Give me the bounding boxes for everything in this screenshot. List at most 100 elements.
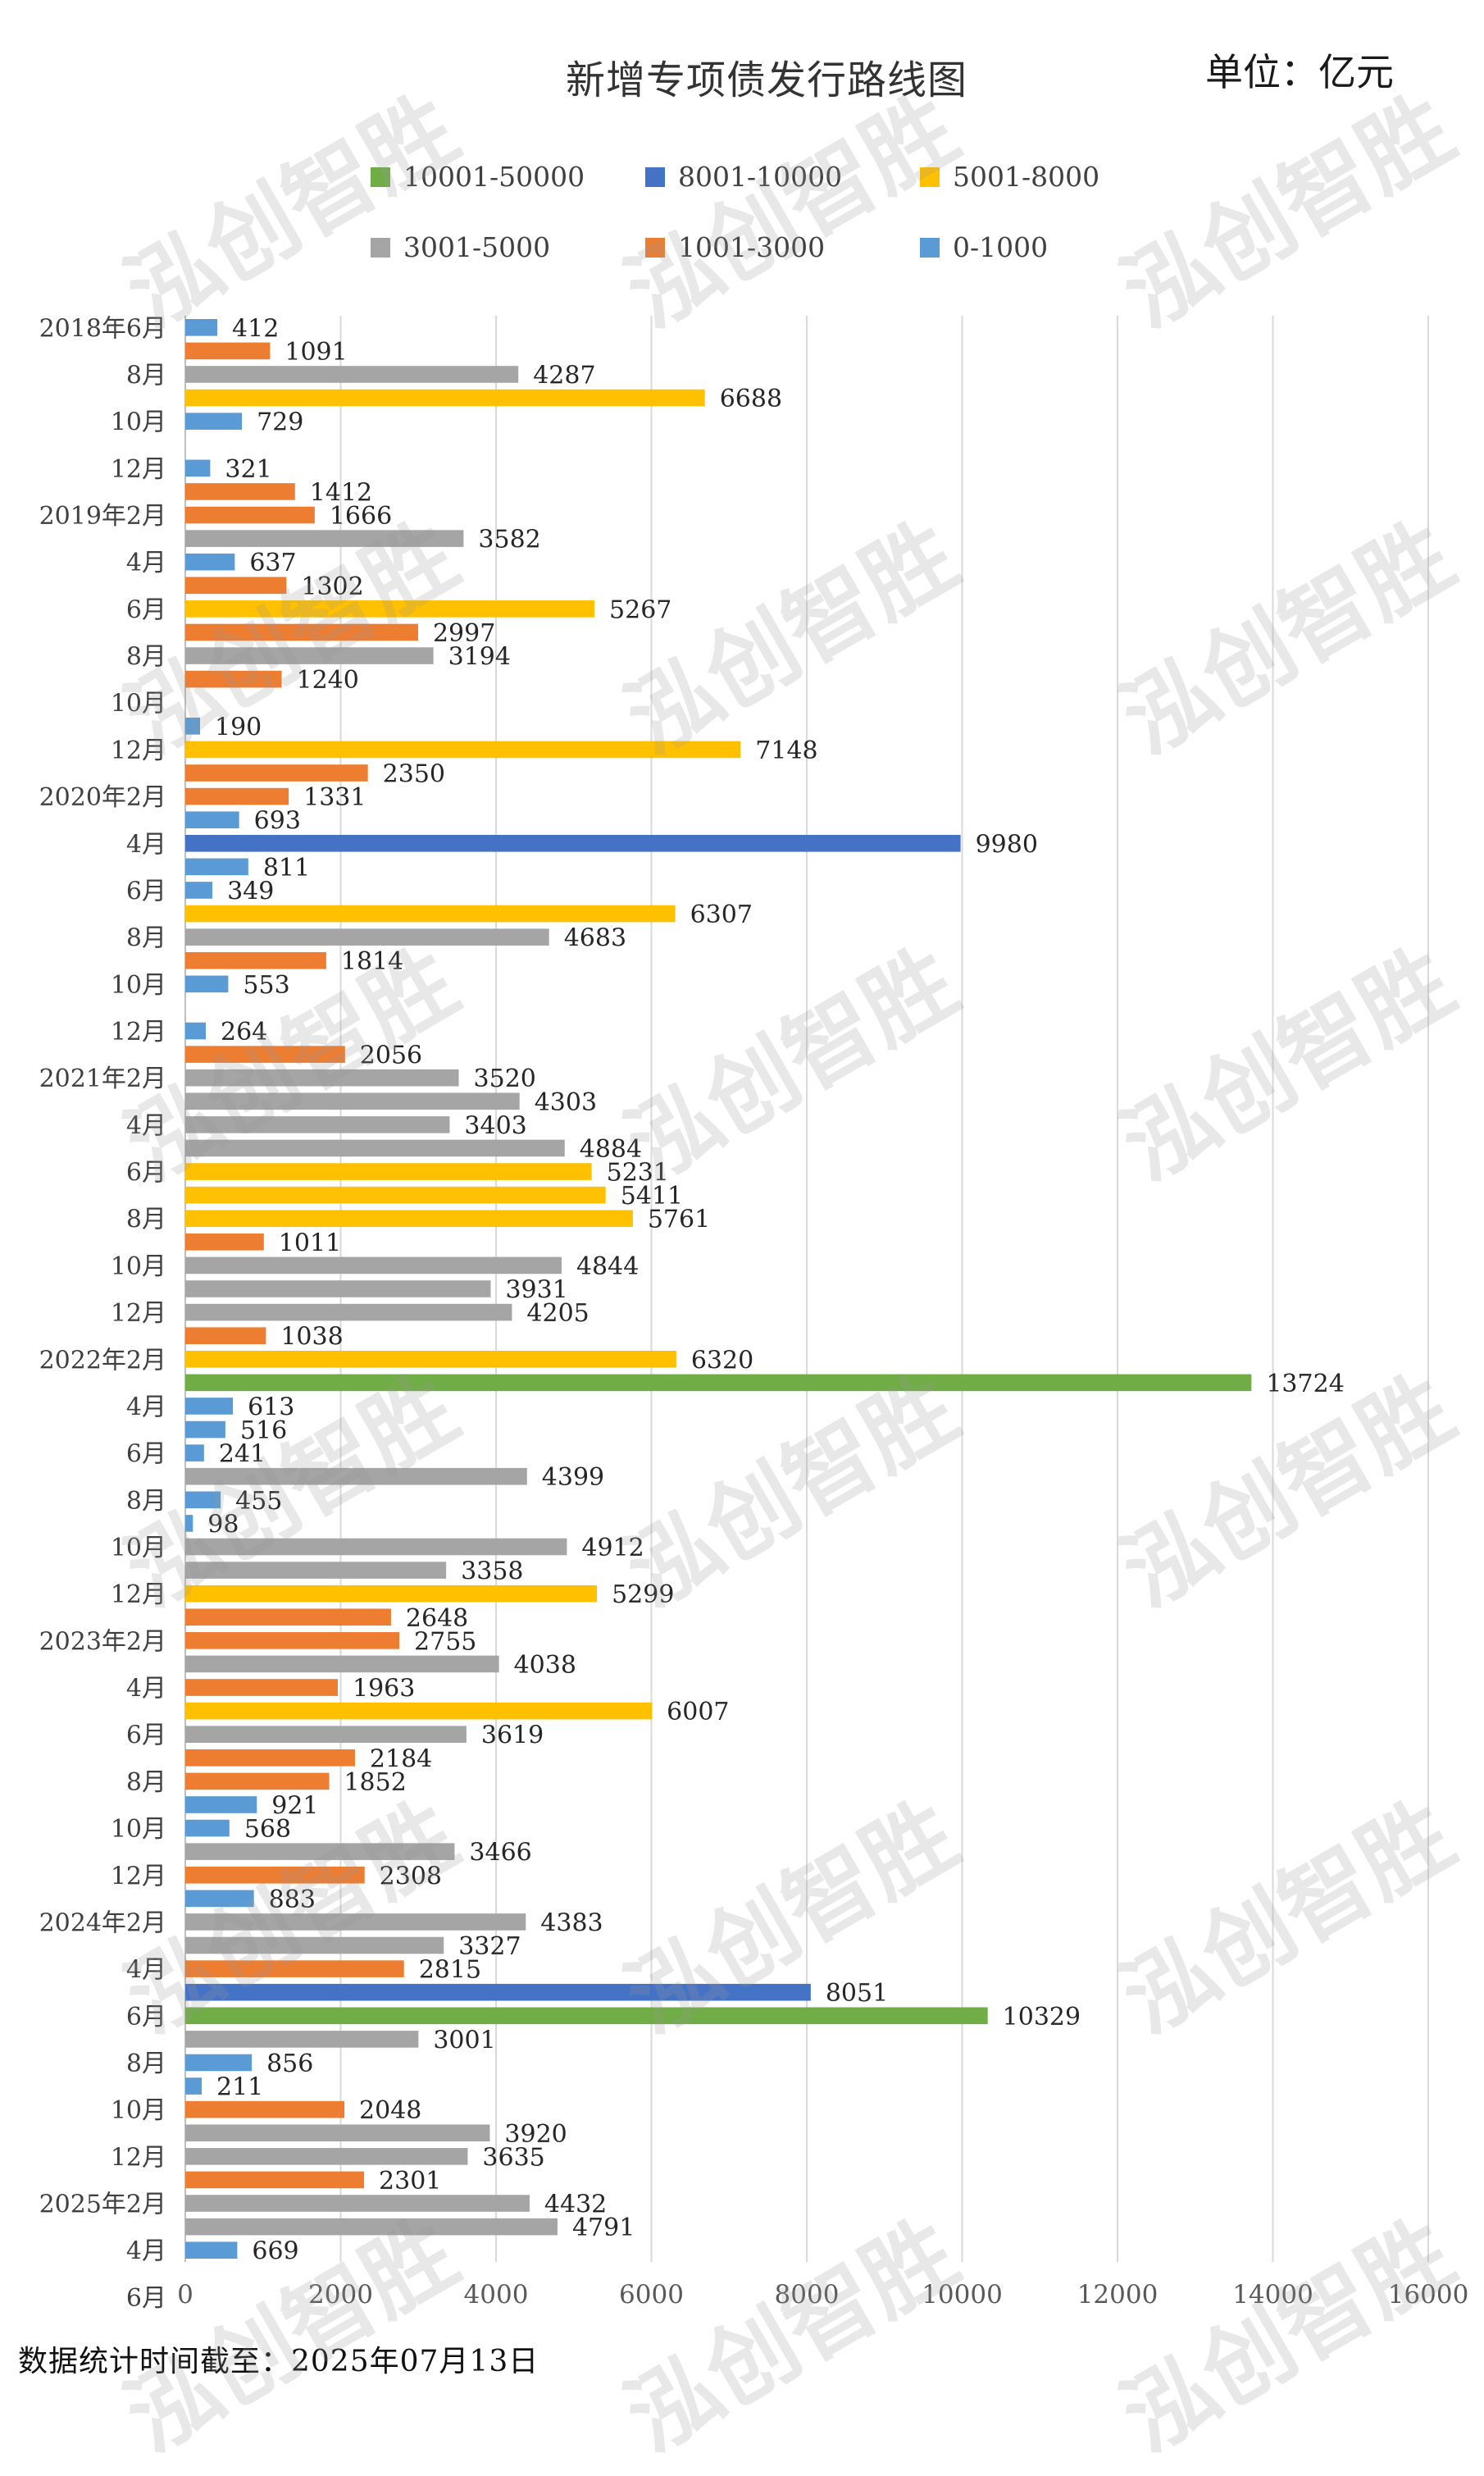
data-label: 455 — [235, 1487, 282, 1516]
data-label: 3582 — [478, 526, 540, 554]
y-tick-label: 8月 — [126, 924, 166, 953]
y-tick-label: 4月 — [126, 830, 166, 859]
y-tick-label: 4月 — [126, 2237, 166, 2266]
y-tick-label: 6月 — [126, 877, 166, 905]
bar — [185, 2007, 988, 2025]
bar — [185, 2195, 530, 2212]
y-tick-label: 10月 — [111, 971, 166, 1000]
data-label: 6307 — [690, 901, 753, 929]
bar — [185, 413, 243, 430]
data-label: 8051 — [826, 1979, 888, 2008]
data-label: 6320 — [691, 1346, 753, 1375]
bar — [185, 1796, 257, 1813]
legend-item-8001-10000: 8001-10000 — [645, 161, 842, 193]
bar — [185, 1256, 562, 1274]
footnote: 数据统计时间截至：2025年07月13日 — [18, 2345, 539, 2378]
bar — [185, 1420, 225, 1439]
bar — [185, 718, 201, 735]
legend-item-1001-3000: 1001-3000 — [645, 231, 825, 263]
y-tick-label: 10月 — [111, 690, 166, 718]
data-label: 811 — [263, 854, 310, 882]
bar — [185, 2100, 345, 2118]
data-label: 7148 — [755, 736, 817, 765]
y-tick-label: 2024年2月 — [39, 1908, 166, 1937]
x-tick-label: 4000 — [464, 2280, 529, 2310]
bar — [185, 1608, 391, 1626]
data-label: 1412 — [310, 478, 372, 507]
bar — [185, 1538, 567, 1556]
chart-title: 新增专项债发行路线图 — [566, 57, 968, 103]
y-tick-label: 4月 — [126, 1956, 166, 1985]
bar — [185, 2171, 365, 2189]
data-label: 1038 — [280, 1323, 343, 1352]
data-label: 5231 — [607, 1159, 669, 1188]
y-tick-label: 10月 — [111, 1534, 166, 1562]
bar — [185, 928, 549, 946]
bar — [185, 1562, 447, 1579]
data-label: 98 — [207, 1510, 239, 1539]
bar — [185, 1983, 811, 2001]
bar — [185, 530, 464, 547]
legend-item-3001-5000: 3001-5000 — [371, 231, 550, 263]
legend-swatch — [645, 237, 665, 258]
bar — [185, 787, 289, 805]
data-label: 1963 — [353, 1675, 415, 1703]
y-tick-label: 4月 — [126, 1675, 166, 1703]
data-label: 4432 — [544, 2191, 607, 2219]
data-label: 6007 — [667, 1698, 729, 1726]
legend-swatch — [645, 166, 665, 187]
bar — [185, 647, 434, 664]
data-label: 4383 — [540, 1908, 603, 1937]
unit-label: 单位：亿元 — [1205, 50, 1394, 94]
bar — [185, 1515, 193, 1532]
data-label: 1302 — [301, 572, 363, 601]
bar — [185, 1890, 254, 1908]
data-label: 6688 — [720, 385, 782, 413]
bar — [185, 1092, 520, 1110]
data-label: 2048 — [359, 2096, 421, 2125]
bar — [185, 2124, 490, 2142]
data-label: 2997 — [433, 619, 495, 648]
bar — [185, 1350, 676, 1368]
data-label: 4038 — [514, 1651, 576, 1680]
chart-frame: 新增专项债发行路线图 单位：亿元 10001-50000 8001-10000 … — [18, 50, 1470, 2471]
bar — [185, 905, 676, 923]
bar — [185, 389, 705, 407]
data-label: 2815 — [419, 1956, 481, 1985]
data-label: 553 — [243, 971, 289, 1000]
bar — [185, 483, 295, 500]
bar — [185, 506, 315, 524]
bar — [185, 1913, 526, 1931]
data-label: 4205 — [526, 1299, 589, 1328]
y-tick-label: 12月 — [111, 1862, 166, 1890]
x-tick-label: 2000 — [308, 2280, 373, 2310]
bar — [185, 1069, 459, 1087]
legend-item-5001-8000: 5001-8000 — [920, 161, 1099, 193]
bar — [185, 764, 368, 782]
bar — [185, 858, 248, 876]
data-label: 2648 — [406, 1604, 468, 1633]
bar — [185, 670, 282, 688]
data-label: 3931 — [505, 1276, 567, 1305]
data-label: 1240 — [296, 666, 358, 695]
y-tick-label: 8月 — [126, 361, 166, 390]
data-label: 5267 — [609, 595, 671, 624]
bar — [185, 366, 519, 383]
legend-swatch — [920, 166, 940, 187]
y-tick-label: 8月 — [126, 1206, 166, 1234]
y-tick-label: 6月 — [126, 595, 166, 624]
data-label: 3520 — [474, 1065, 536, 1093]
data-label: 3403 — [464, 1111, 526, 1140]
data-label: 2184 — [370, 1744, 432, 1773]
bar — [185, 834, 961, 852]
legend-swatch — [371, 166, 390, 187]
y-tick-label: 2025年2月 — [39, 2191, 166, 2219]
data-label: 5761 — [648, 1206, 710, 1234]
legend-label: 3001-5000 — [403, 231, 551, 263]
legend-item-0-1000: 0-1000 — [920, 231, 1048, 263]
y-tick-label: 2018年6月 — [39, 314, 166, 343]
data-label: 856 — [266, 2050, 313, 2078]
y-tick-label: 6月 — [126, 1159, 166, 1188]
data-label: 3920 — [504, 2120, 567, 2149]
x-tick-label: 16000 — [1388, 2280, 1469, 2310]
